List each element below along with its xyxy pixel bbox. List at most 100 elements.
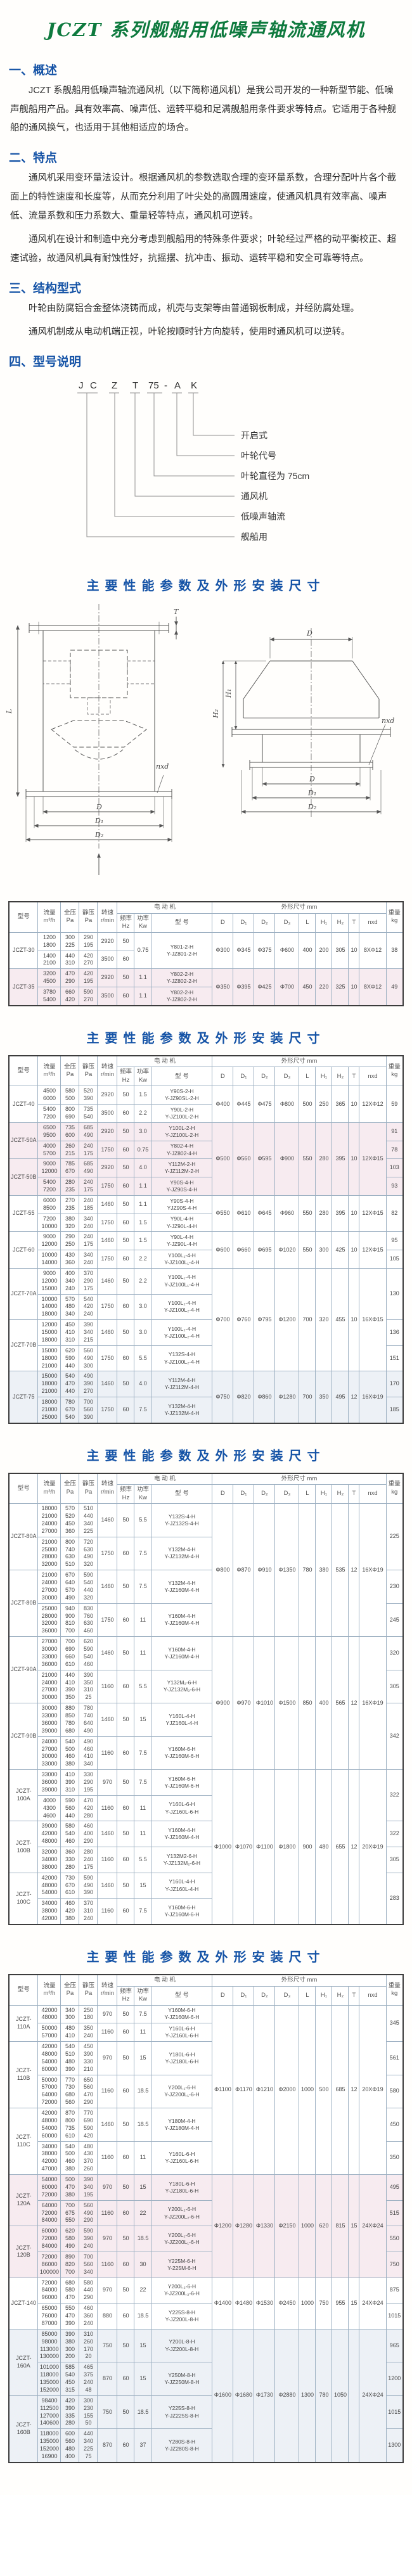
installation-drawings: T L D D₁ D₂ nxd xyxy=(4,603,412,891)
table-cell: 780 740 640 490 xyxy=(79,1703,98,1737)
table-cell: 15 xyxy=(348,2277,360,2329)
table-cell: 870 xyxy=(97,2428,118,2463)
table-cell: 10 xyxy=(348,1122,360,1196)
table-cell: 480 410 xyxy=(60,2023,80,2042)
table-cell: Φ1170 xyxy=(233,2004,255,2176)
table-cell: 12 xyxy=(348,1769,360,1925)
table-cell: 151 xyxy=(385,1345,404,1372)
table-cell: Y132M-4-H Y-JZ132M-4-H xyxy=(151,1536,213,1571)
table-cell: 870 xyxy=(97,2362,118,2396)
header-cell: 电 动 机 xyxy=(117,1974,213,1987)
table-cell: 450 410 310 xyxy=(60,1319,80,1346)
header-cell: 功率 Kw xyxy=(134,1484,152,1504)
table-cell: Φ800 xyxy=(274,1086,300,1123)
header-cell: 频率 Hz xyxy=(117,1484,135,1504)
table-cell: 730 670 610 xyxy=(60,1872,80,1899)
table-cell: 11 xyxy=(134,2023,152,2042)
table-cell: 1750 xyxy=(97,1177,118,1196)
table-cell: 24XΦ24 xyxy=(359,2174,387,2278)
table-cell: Φ1210 xyxy=(254,2004,276,2176)
table-cell: Y160L-4-H Y-JZ160L-4-H xyxy=(151,1872,213,1899)
header-cell: 型号 xyxy=(8,1473,39,1504)
table-cell: 50 xyxy=(117,968,135,988)
table-cell: 2920 xyxy=(97,1086,118,1105)
table-cell: 540 420 240 xyxy=(79,1293,98,1321)
header-cell: T xyxy=(348,913,360,933)
table-cell: 21000 24000 27000 30000 xyxy=(37,1570,61,1604)
table-cell: 815 xyxy=(332,2174,349,2278)
table-cell: 620 xyxy=(315,2174,333,2278)
table-cell: JCZT-35 xyxy=(8,968,39,1006)
table-cell: 136 xyxy=(385,1319,404,1346)
table-cell: Φ795 xyxy=(254,1267,276,1372)
table-cell: 600 560 480 400 xyxy=(60,2428,80,2463)
table-cell: 82 xyxy=(385,1195,404,1233)
table-cell: 240 175 xyxy=(79,1140,98,1160)
table-cell: 4000 5700 xyxy=(37,1140,61,1160)
table-cell: 780 670 540 xyxy=(60,1396,80,1424)
table-cell: Φ2000 xyxy=(274,2004,300,2176)
table-cell: 6000 8500 xyxy=(37,1195,61,1214)
table-cell: Φ645 xyxy=(254,1195,276,1233)
table-cell: 15 xyxy=(348,2174,360,2278)
table-cell: 60 xyxy=(117,2428,135,2463)
table-cell: 15 xyxy=(134,2362,152,2396)
table-cell: 15 xyxy=(134,2041,152,2075)
table-cell: Φ1200 xyxy=(212,2174,234,2278)
table-cell: 585 540 450 315 xyxy=(60,2362,80,2396)
table-cell: Φ900 xyxy=(212,1636,234,1771)
table-cell: 280 235 xyxy=(60,1177,80,1196)
table-cell: 60 xyxy=(117,987,135,1006)
table-cell: 1160 xyxy=(97,1898,118,1925)
label-impeller-diameter: 叶轮直径为 75cm xyxy=(241,471,309,481)
table-cell: 50000 57000 xyxy=(37,2023,61,2042)
table-cell: 50 xyxy=(117,2108,135,2142)
table-cell: 22 xyxy=(134,2200,152,2227)
table-cell: 72000 86000 100000 xyxy=(37,2251,61,2278)
table-cell: Φ1400 xyxy=(212,2277,234,2329)
table-cell: 1160 xyxy=(97,1736,118,1771)
header-cell: 转速 r/min xyxy=(97,1055,118,1087)
table-cell: 500 470 380 xyxy=(60,2174,80,2201)
table-cell: 8XΦ12 xyxy=(359,968,387,1006)
table-cell: 365 xyxy=(332,1086,349,1123)
table-cell: 290 250 xyxy=(60,1231,80,1251)
table-cell: Φ1600 xyxy=(212,2328,234,2463)
header-cell: 重量 kg xyxy=(385,1974,404,2006)
model-code-diagram: J C Z T 75 - A K 开启式 叶轮代号 叶轮直径为 75cm 通风机… xyxy=(25,373,412,554)
table-cell: Y200L₂-6-H Y-JZ200L₂-6-H xyxy=(151,2277,213,2304)
table-cell: Y180L-6-H Y-JZ180L-6-H xyxy=(151,2174,213,2201)
table-cell: 60 xyxy=(117,1898,135,1925)
table-cell: 15000 18000 21000 xyxy=(37,1371,61,1397)
table-cell: 850 xyxy=(299,1636,316,1771)
table-cell: 750 xyxy=(385,2251,404,2278)
table-cell: 60 xyxy=(117,2303,135,2329)
table-cell: 95 xyxy=(385,1231,404,1251)
table-cell: 490 390 270 xyxy=(79,1371,98,1397)
table-cell: 560 490 290 xyxy=(79,2200,98,2227)
table-cell: 540 500 460 380 xyxy=(60,1736,80,1771)
table-cell: 1000 xyxy=(299,2004,316,2176)
page-title: JCZT 系列舰船用低噪声轴流通风机 xyxy=(46,19,366,41)
table-cell: 965 xyxy=(385,2328,404,2363)
header-cell: 电 动 机 xyxy=(117,901,213,914)
header-cell: 电 动 机 xyxy=(117,1055,213,1068)
table-cell: 390 380 300 200 xyxy=(60,2328,80,2363)
table-cell: Y225M-6-H Y-225M-6-H xyxy=(151,2251,213,2278)
table-cell: Φ475 xyxy=(254,1086,276,1123)
table-cell: 270 235 xyxy=(60,1195,80,1214)
table-cell: JCZT-55 xyxy=(8,1195,39,1233)
table-cell: 34000 38000 42000 xyxy=(37,1898,61,1925)
table-cell: 7200 10000 xyxy=(37,1213,61,1233)
header-cell: 频率 Hz xyxy=(117,1985,135,2006)
table-cell: JCZT-110A xyxy=(8,2004,39,2042)
header-cell: D₃ xyxy=(274,1484,300,1504)
table-cell: 7.5 xyxy=(134,1396,152,1424)
table-cell: 1460 xyxy=(97,1371,118,1397)
header-cell: 静压 Pa xyxy=(79,1473,98,1504)
table-cell: JCZT-100B xyxy=(8,1821,39,1873)
table-cell: Y200L-8-H Y-JZ200L-8-H xyxy=(151,2328,213,2363)
table-cell: 550 470 390 xyxy=(60,2303,80,2329)
table-cell: Y90L-4-H Y-JZ90L-4-H xyxy=(151,1213,213,1233)
table-cell: 1.1 xyxy=(134,987,152,1006)
